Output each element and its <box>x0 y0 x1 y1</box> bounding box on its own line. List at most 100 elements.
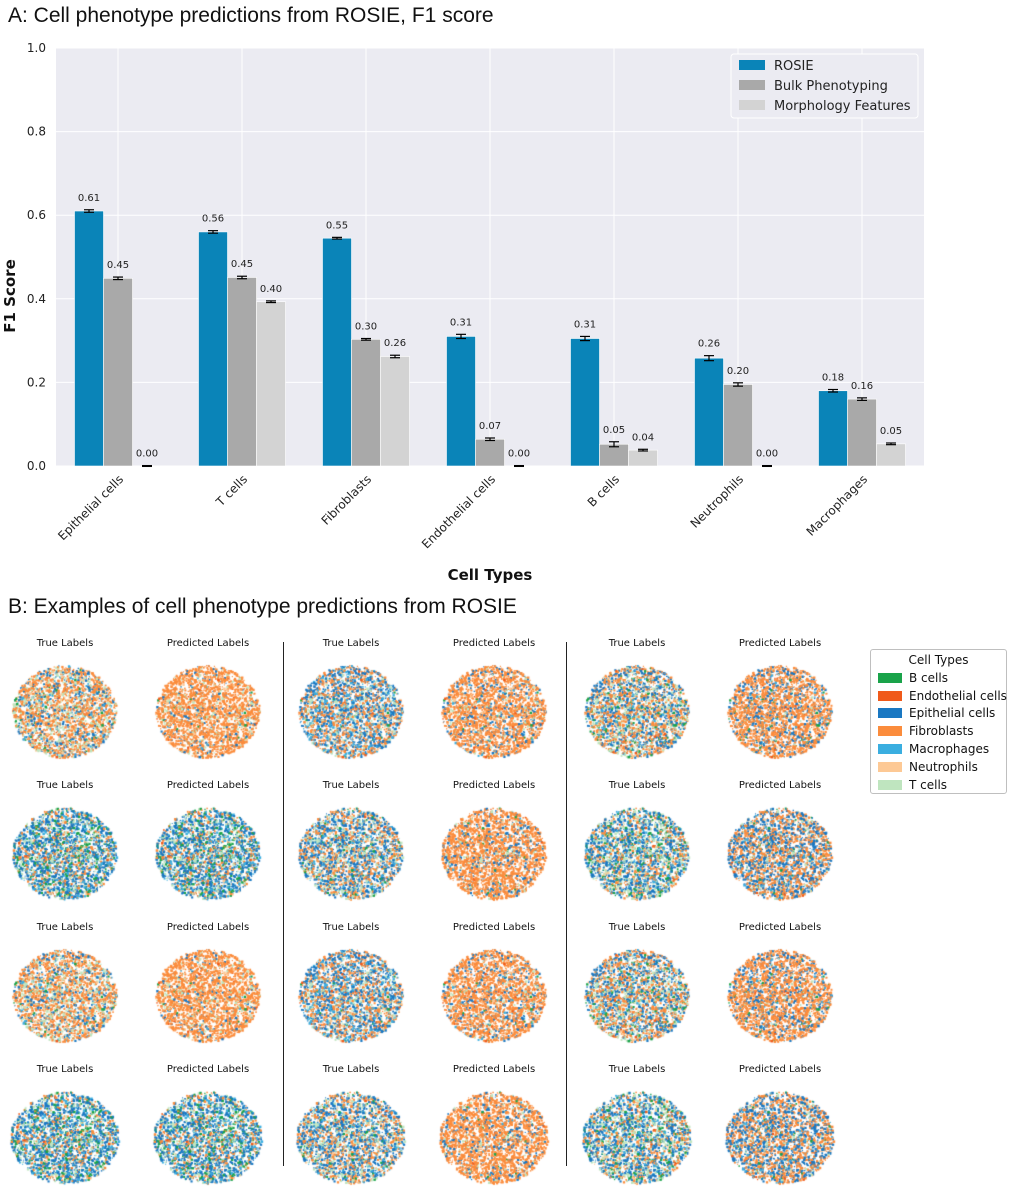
predicted-labels-caption: Predicted Labels <box>738 1064 822 1075</box>
true-tissue-map <box>290 796 410 910</box>
bar-value-label: 0.45 <box>107 260 129 271</box>
bar-value-label: 0.05 <box>603 425 625 436</box>
bar <box>74 210 104 467</box>
legend-swatch <box>739 60 765 70</box>
bar-value-label: 0.55 <box>326 220 348 231</box>
bar-value-label: 0.30 <box>355 322 377 333</box>
true-tissue-map <box>290 1080 410 1194</box>
bar <box>847 398 877 467</box>
x-tick-label: T cells <box>213 472 251 510</box>
legend-label: Epithelial cells <box>909 706 996 721</box>
bar-value-label: 0.07 <box>479 421 501 432</box>
true-tissue-map <box>290 654 410 768</box>
legend-swatch <box>878 779 902 790</box>
cell-types-legend: Cell Types B cells Endothelial cells Epith… <box>870 649 1007 794</box>
bar <box>446 336 476 467</box>
legend-swatch <box>878 672 902 683</box>
predicted-labels-caption: Predicted Labels <box>166 780 250 791</box>
true-tissue-map <box>576 654 696 768</box>
bar <box>322 237 352 467</box>
bar <box>227 277 257 467</box>
predicted-tissue-map <box>719 938 839 1052</box>
legend-label: Fibroblasts <box>909 724 974 739</box>
bar <box>723 384 753 467</box>
panel-a-title: A: Cell phenotype predictions from ROSIE… <box>8 4 494 27</box>
y-axis-label: F1 Score <box>1 259 19 332</box>
x-tick-label: Neutrophils <box>688 472 747 531</box>
bar-value-label: 0.31 <box>450 317 472 328</box>
true-tissue-map <box>576 796 696 910</box>
predicted-tissue-map <box>147 1080 267 1194</box>
bar-value-label: 0.00 <box>756 449 778 460</box>
y-tick-label: 0.0 <box>27 459 46 473</box>
legend-label: Macrophages <box>909 742 990 757</box>
true-labels-caption: True Labels <box>322 922 380 933</box>
group-divider <box>283 642 284 1166</box>
bar <box>475 438 505 467</box>
group-divider <box>566 642 567 1166</box>
predicted-tissue-map <box>433 938 553 1052</box>
bar <box>628 449 658 467</box>
f1-bar-chart: 0.61 0.56 0.55 0.31 0.31 0.26 0.18 0.45 0.45 0.30… <box>1 41 924 584</box>
predicted-tissue-map <box>433 796 553 910</box>
legend-item: T cells <box>871 776 1006 794</box>
legend-label: Morphology Features <box>774 99 911 114</box>
predicted-labels-caption: Predicted Labels <box>738 638 822 649</box>
x-tick-label: B cells <box>585 472 622 509</box>
predicted-labels-caption: Predicted Labels <box>738 922 822 933</box>
true-tissue-map <box>576 938 696 1052</box>
true-labels-caption: True Labels <box>322 780 380 791</box>
legend-item: B cells <box>871 669 1006 687</box>
bar-value-label: 0.04 <box>632 432 654 443</box>
prediction-examples: True Labels True Labels True Labels True La… <box>0 628 1012 1202</box>
predicted-tissue-map <box>433 1080 553 1194</box>
legend-item: Macrophages <box>871 740 1006 758</box>
legend-label: Neutrophils <box>909 759 978 774</box>
y-tick-label: 0.2 <box>27 375 46 389</box>
bar-value-label: 0.18 <box>822 373 844 384</box>
legend-label: B cells <box>909 670 948 685</box>
bar <box>103 278 133 467</box>
predicted-labels-caption: Predicted Labels <box>452 638 536 649</box>
bar-value-label: 0.26 <box>698 339 720 350</box>
true-labels-caption: True Labels <box>36 780 94 791</box>
bar-value-label: 0.20 <box>727 366 749 377</box>
bar-value-label: 0.00 <box>136 449 158 460</box>
legend-item: Fibroblasts <box>871 722 1006 740</box>
y-tick-label: 0.4 <box>27 292 46 306</box>
legend-item: Endothelial cells <box>871 687 1007 705</box>
legend-title: Cell Types <box>908 653 969 667</box>
predicted-tissue-map <box>147 796 267 910</box>
true-tissue-map <box>576 1080 696 1194</box>
legend-item: Neutrophils <box>871 758 1006 776</box>
bar <box>351 339 381 467</box>
bar <box>570 338 600 467</box>
true-labels-caption: True Labels <box>36 638 94 649</box>
legend-swatch <box>739 80 765 90</box>
bar-value-label: 0.61 <box>78 193 100 204</box>
predicted-labels-caption: Predicted Labels <box>166 922 250 933</box>
y-tick-label: 0.8 <box>27 125 46 139</box>
true-labels-caption: True Labels <box>322 638 380 649</box>
predicted-labels-caption: Predicted Labels <box>452 1064 536 1075</box>
legend-swatch <box>739 100 765 110</box>
bar <box>380 356 410 467</box>
true-labels-caption: True Labels <box>322 1064 380 1075</box>
bar-value-label: 0.16 <box>851 381 873 392</box>
bar-value-label: 0.05 <box>880 426 902 437</box>
legend-swatch <box>878 708 902 719</box>
bar-value-label: 0.31 <box>574 319 596 330</box>
true-labels-caption: True Labels <box>36 922 94 933</box>
true-tissue-map <box>4 938 124 1052</box>
panel-b-title: B: Examples of cell phenotype prediction… <box>8 595 517 618</box>
predicted-tissue-map <box>147 938 267 1052</box>
true-labels-caption: True Labels <box>608 922 666 933</box>
legend-item: Epithelial cells <box>871 705 1006 723</box>
predicted-tissue-map <box>719 654 839 768</box>
legend-swatch <box>878 744 902 755</box>
bar-value-label: 0.56 <box>202 214 224 225</box>
predicted-tissue-map <box>719 796 839 910</box>
predicted-labels-caption: Predicted Labels <box>166 1064 250 1075</box>
legend-swatch <box>878 761 902 772</box>
predicted-labels-caption: Predicted Labels <box>452 780 536 791</box>
